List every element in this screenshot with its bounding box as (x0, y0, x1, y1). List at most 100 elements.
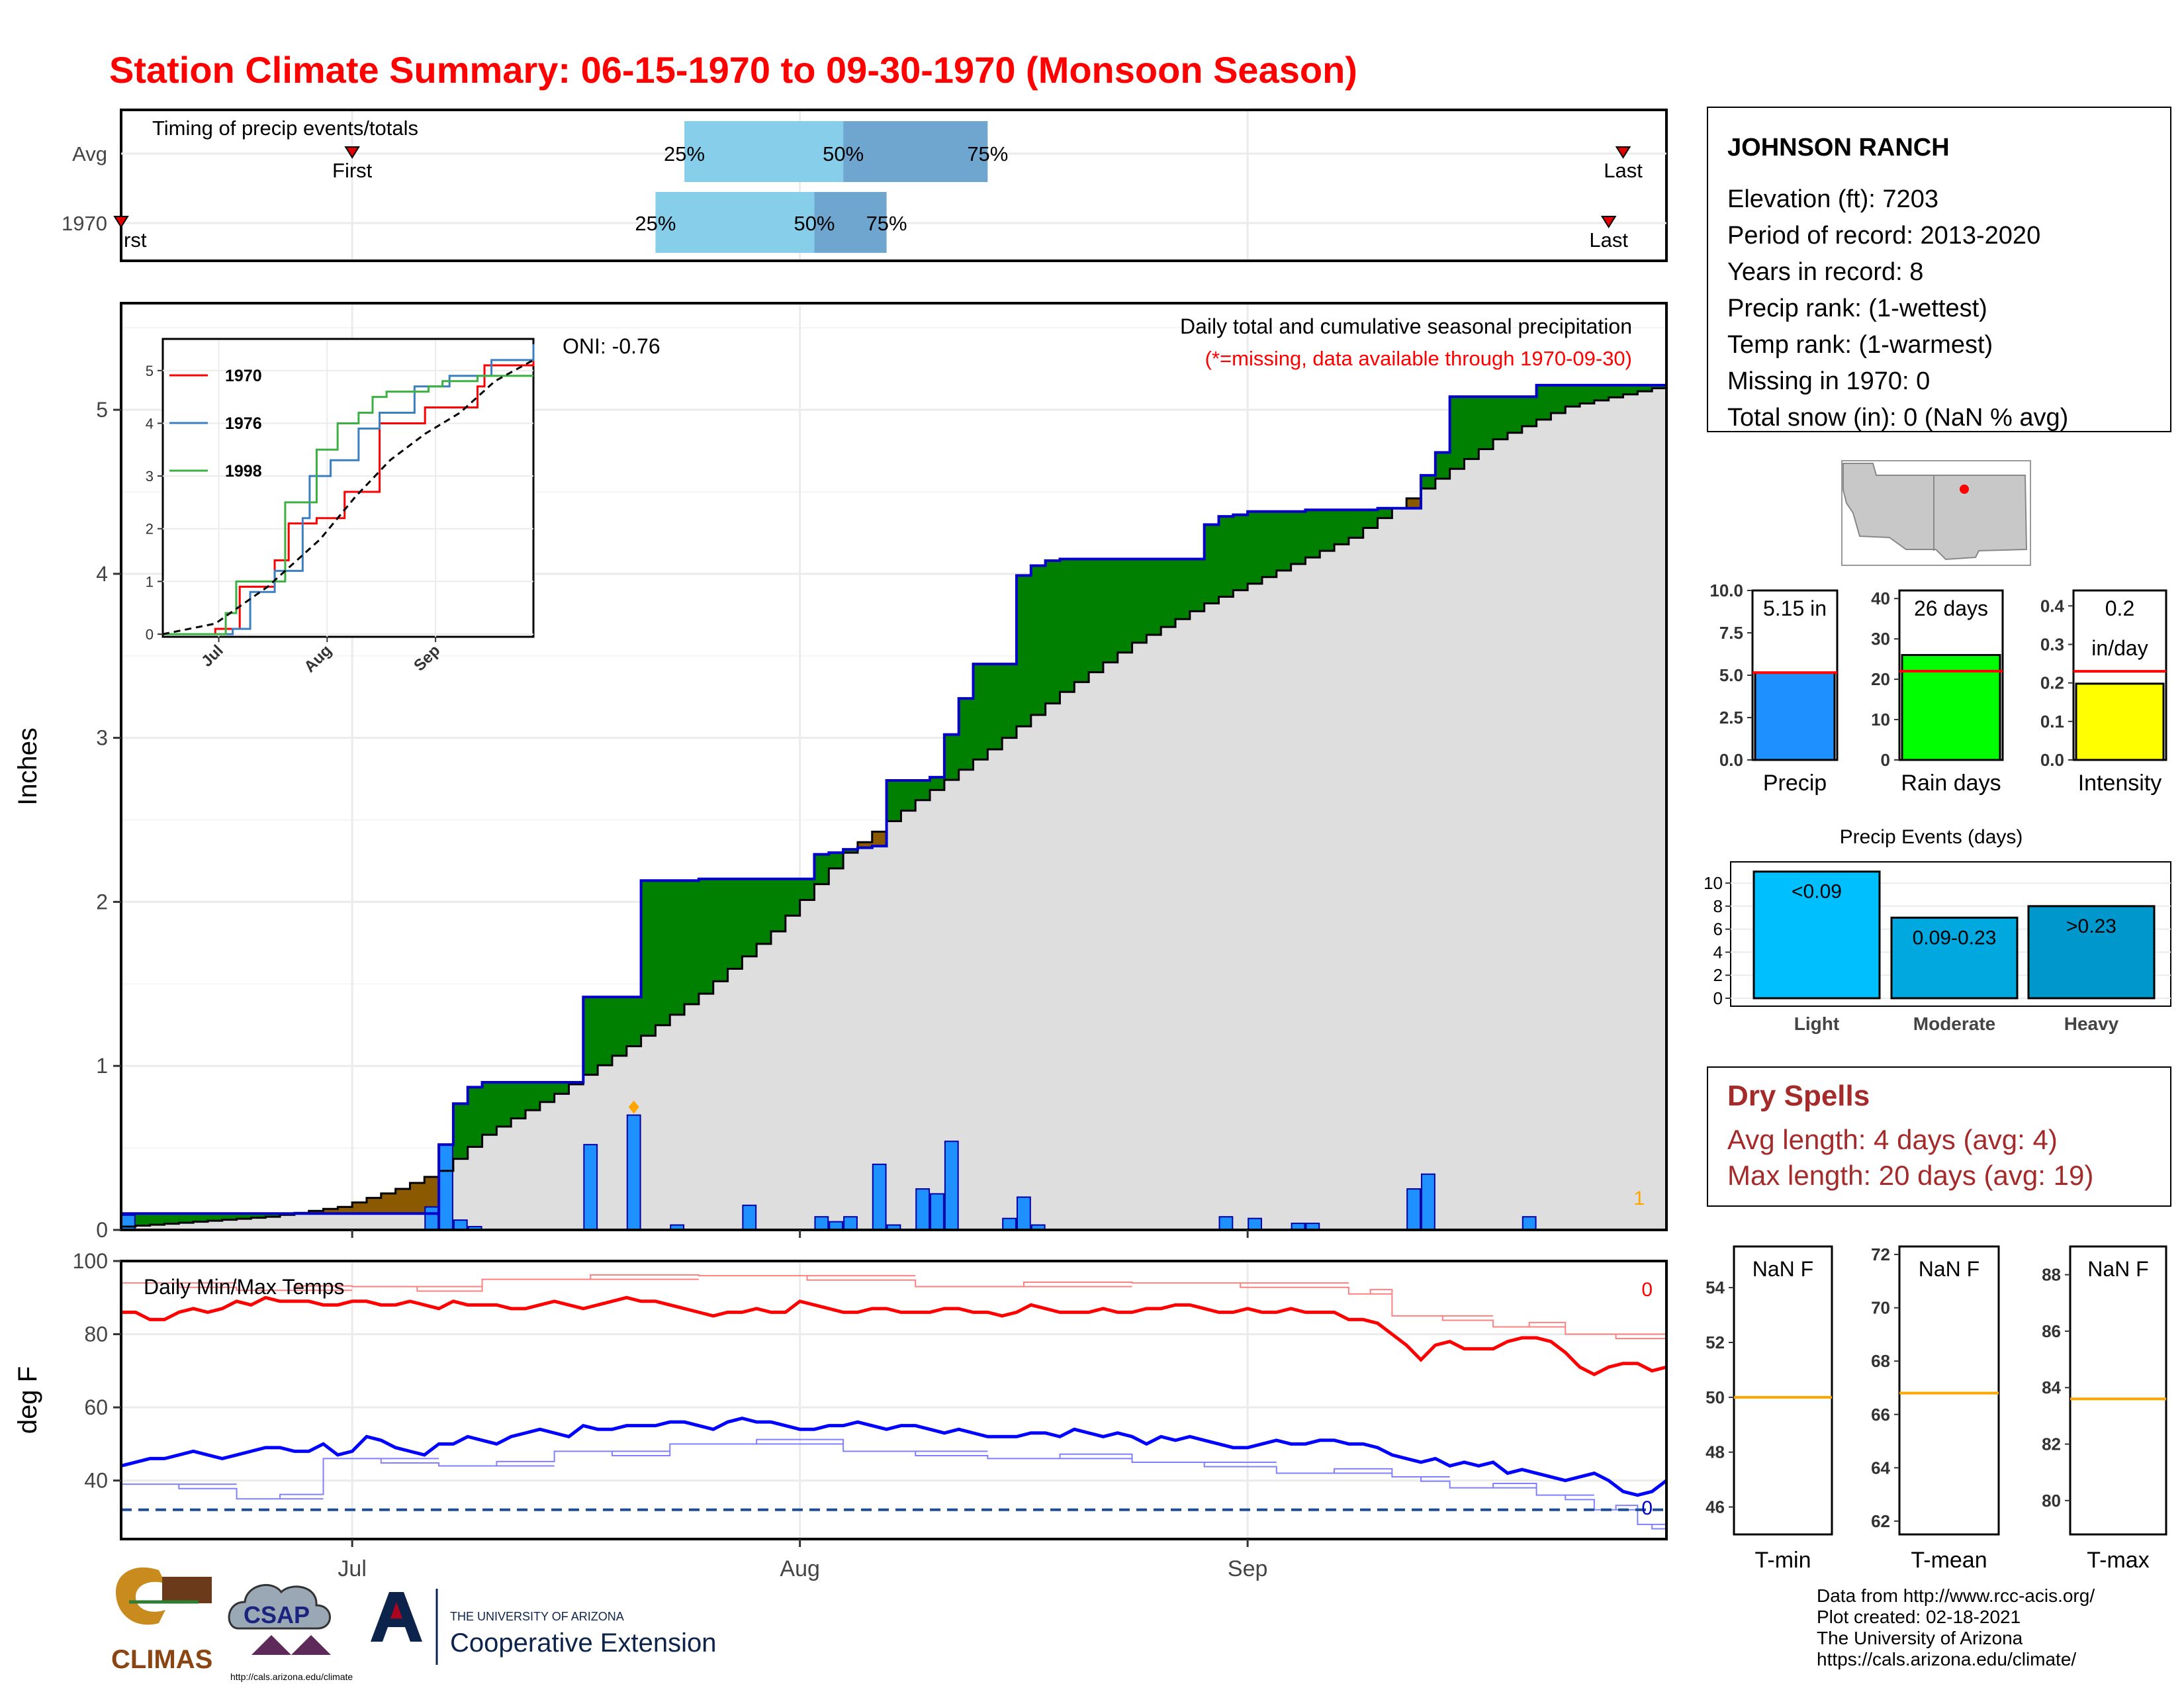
climas-logo-shape (162, 1577, 212, 1603)
csap-logo: CSAP http://cals.arizona.edu/climate (229, 1585, 353, 1682)
totals-bar-intensity (2076, 684, 2163, 760)
timing-last-label-avg: Last (1604, 159, 1643, 182)
precip-chart-title: Daily total and cumulative seasonal prec… (1180, 314, 1632, 338)
daily-precip-bar (1523, 1217, 1536, 1230)
above-average-area (655, 880, 670, 1025)
above-average-area (1551, 385, 1565, 413)
climas-logo-text: CLIMAS (111, 1645, 212, 1674)
page-title: Station Climate Summary: 06-15-1970 to 0… (109, 49, 1357, 91)
daily-precip-bar (844, 1217, 857, 1230)
above-average-area (164, 1213, 179, 1223)
above-average-area (1277, 512, 1291, 571)
daily-precip-bar (873, 1164, 886, 1230)
above-average-area (627, 997, 641, 1046)
above-average-area (612, 997, 627, 1056)
temp-xtick-label-Aug: Aug (780, 1556, 820, 1581)
above-average-area (1378, 508, 1392, 518)
tbox-ytick-label-t-max: 86 (2042, 1321, 2061, 1341)
below-average-area (381, 1194, 396, 1213)
above-average-area (482, 1082, 497, 1135)
daily-precip-bar (945, 1141, 958, 1230)
tbox-ytick-label-t-min: 52 (1706, 1333, 1725, 1352)
above-average-area (1493, 397, 1508, 439)
timing-label-75-avg: 75% (967, 142, 1008, 165)
ua-big-text: Cooperative Extension (450, 1628, 716, 1658)
temp-chart-title: Daily Min/Max Temps (144, 1275, 344, 1299)
daily-precip-bar (1003, 1219, 1016, 1230)
daily-precip-bar (627, 1115, 641, 1230)
tbox-frame-t-min (1734, 1246, 1832, 1534)
station-location-dot (1960, 485, 1969, 494)
tbox-ytick-label-t-mean: 62 (1871, 1511, 1890, 1531)
totals-label-rain-days: Rain days (1901, 771, 2001, 796)
above-average-area (1089, 559, 1103, 673)
footer-credits: Data from http://www.rcc-acis.org/ Plot … (1817, 1585, 2095, 1669)
above-average-area (1161, 559, 1175, 628)
above-average-area (1320, 510, 1334, 551)
csap-logo-text: CSAP (244, 1601, 310, 1628)
above-average-area (901, 780, 915, 811)
above-average-area (1609, 385, 1623, 397)
totals-value-unit-intensity: in/day (2091, 636, 2148, 660)
tbox-ytick-label-t-min: 54 (1706, 1278, 1725, 1297)
above-average-area (641, 880, 656, 1035)
above-average-area (1537, 385, 1551, 420)
precip-chart-subtitle: (*=missing, data available through 1970-… (1205, 347, 1632, 370)
tbox-ytick-label-t-min: 48 (1706, 1442, 1725, 1462)
above-average-area (453, 1103, 468, 1158)
above-average-area (829, 853, 843, 868)
ua-small-text: THE UNIVERSITY OF ARIZONA (450, 1610, 624, 1623)
temp-ytick-label-100: 100 (73, 1249, 108, 1273)
station-elevation: Elevation (ft): 7203 (1727, 185, 1938, 213)
missing-count: 1 (1633, 1188, 1645, 1209)
temp-xtick-label-Sep: Sep (1228, 1556, 1268, 1581)
events-ytick-label-0: 0 (1713, 988, 1723, 1008)
above-average-area (756, 879, 771, 944)
station-name: JOHNSON RANCH (1727, 134, 1950, 162)
above-average-area (1046, 561, 1060, 704)
above-average-area (1103, 559, 1118, 663)
totals-ytick-label-precip: 5.0 (1719, 665, 1743, 685)
timing-label-25-1970: 25% (635, 212, 676, 235)
totals-value-intensity: 0.2 (2105, 596, 2134, 620)
above-average-area (670, 880, 684, 1015)
daily-precip-bar (454, 1220, 467, 1230)
above-average-area (915, 780, 930, 800)
above-average-area (1190, 559, 1205, 612)
above-average-area (930, 777, 944, 790)
daily-precip-bar (1248, 1219, 1261, 1230)
above-average-area (1205, 525, 1219, 604)
credit-url: https://cals.arizona.edu/climate/ (1817, 1649, 2076, 1669)
above-average-area (1248, 512, 1262, 584)
credit-plot-created: Plot created: 02-18-2021 (1817, 1607, 2021, 1627)
above-average-area (1623, 385, 1638, 395)
precip-ytick-label-3: 3 (96, 726, 108, 750)
above-average-area (555, 1082, 569, 1094)
events-bar-label-light: <0.09 (1792, 881, 1842, 903)
precip-events-panel: Precip Events (days) 0246810 <0.09Light0.… (1704, 826, 2171, 1034)
season-totals-charts: 0.0 2.5 5.0 7.5 10.0 5.15 in Precip 0 10 20 30 40 26… (1709, 581, 2166, 796)
dry-spells-max: Max length: 20 days (avg: 19) (1727, 1160, 2093, 1191)
totals-ytick-label-rain-days: 20 (1871, 669, 1890, 689)
events-category-heavy: Heavy (2064, 1013, 2119, 1034)
precip-events-title: Precip Events (days) (1840, 826, 2023, 848)
daily-precip-bar (743, 1205, 756, 1230)
below-average-area (367, 1198, 381, 1214)
above-average-area (800, 879, 815, 900)
oni-annotation: ONI: -0.76 (563, 334, 660, 358)
above-average-area (1522, 397, 1537, 426)
totals-ytick-label-intensity: 0.3 (2040, 634, 2064, 654)
daily-precip-bar (815, 1217, 828, 1230)
totals-value-rain-days: 26 days (1914, 596, 1988, 620)
above-average-area (814, 855, 829, 884)
above-average-area (179, 1213, 193, 1223)
above-average-area (699, 879, 713, 994)
tbox-ytick-label-t-mean: 64 (1871, 1458, 1890, 1477)
climas-logo: CLIMAS (111, 1568, 212, 1674)
above-average-area (742, 879, 756, 957)
precip-ytick-label-5: 5 (96, 398, 108, 422)
temperature-boxes: 4648505254NaN FT-min626466687072NaN FT-m… (1706, 1244, 2166, 1573)
above-average-area (1450, 397, 1465, 469)
above-average-area (1508, 397, 1522, 433)
above-average-area (1334, 510, 1349, 544)
